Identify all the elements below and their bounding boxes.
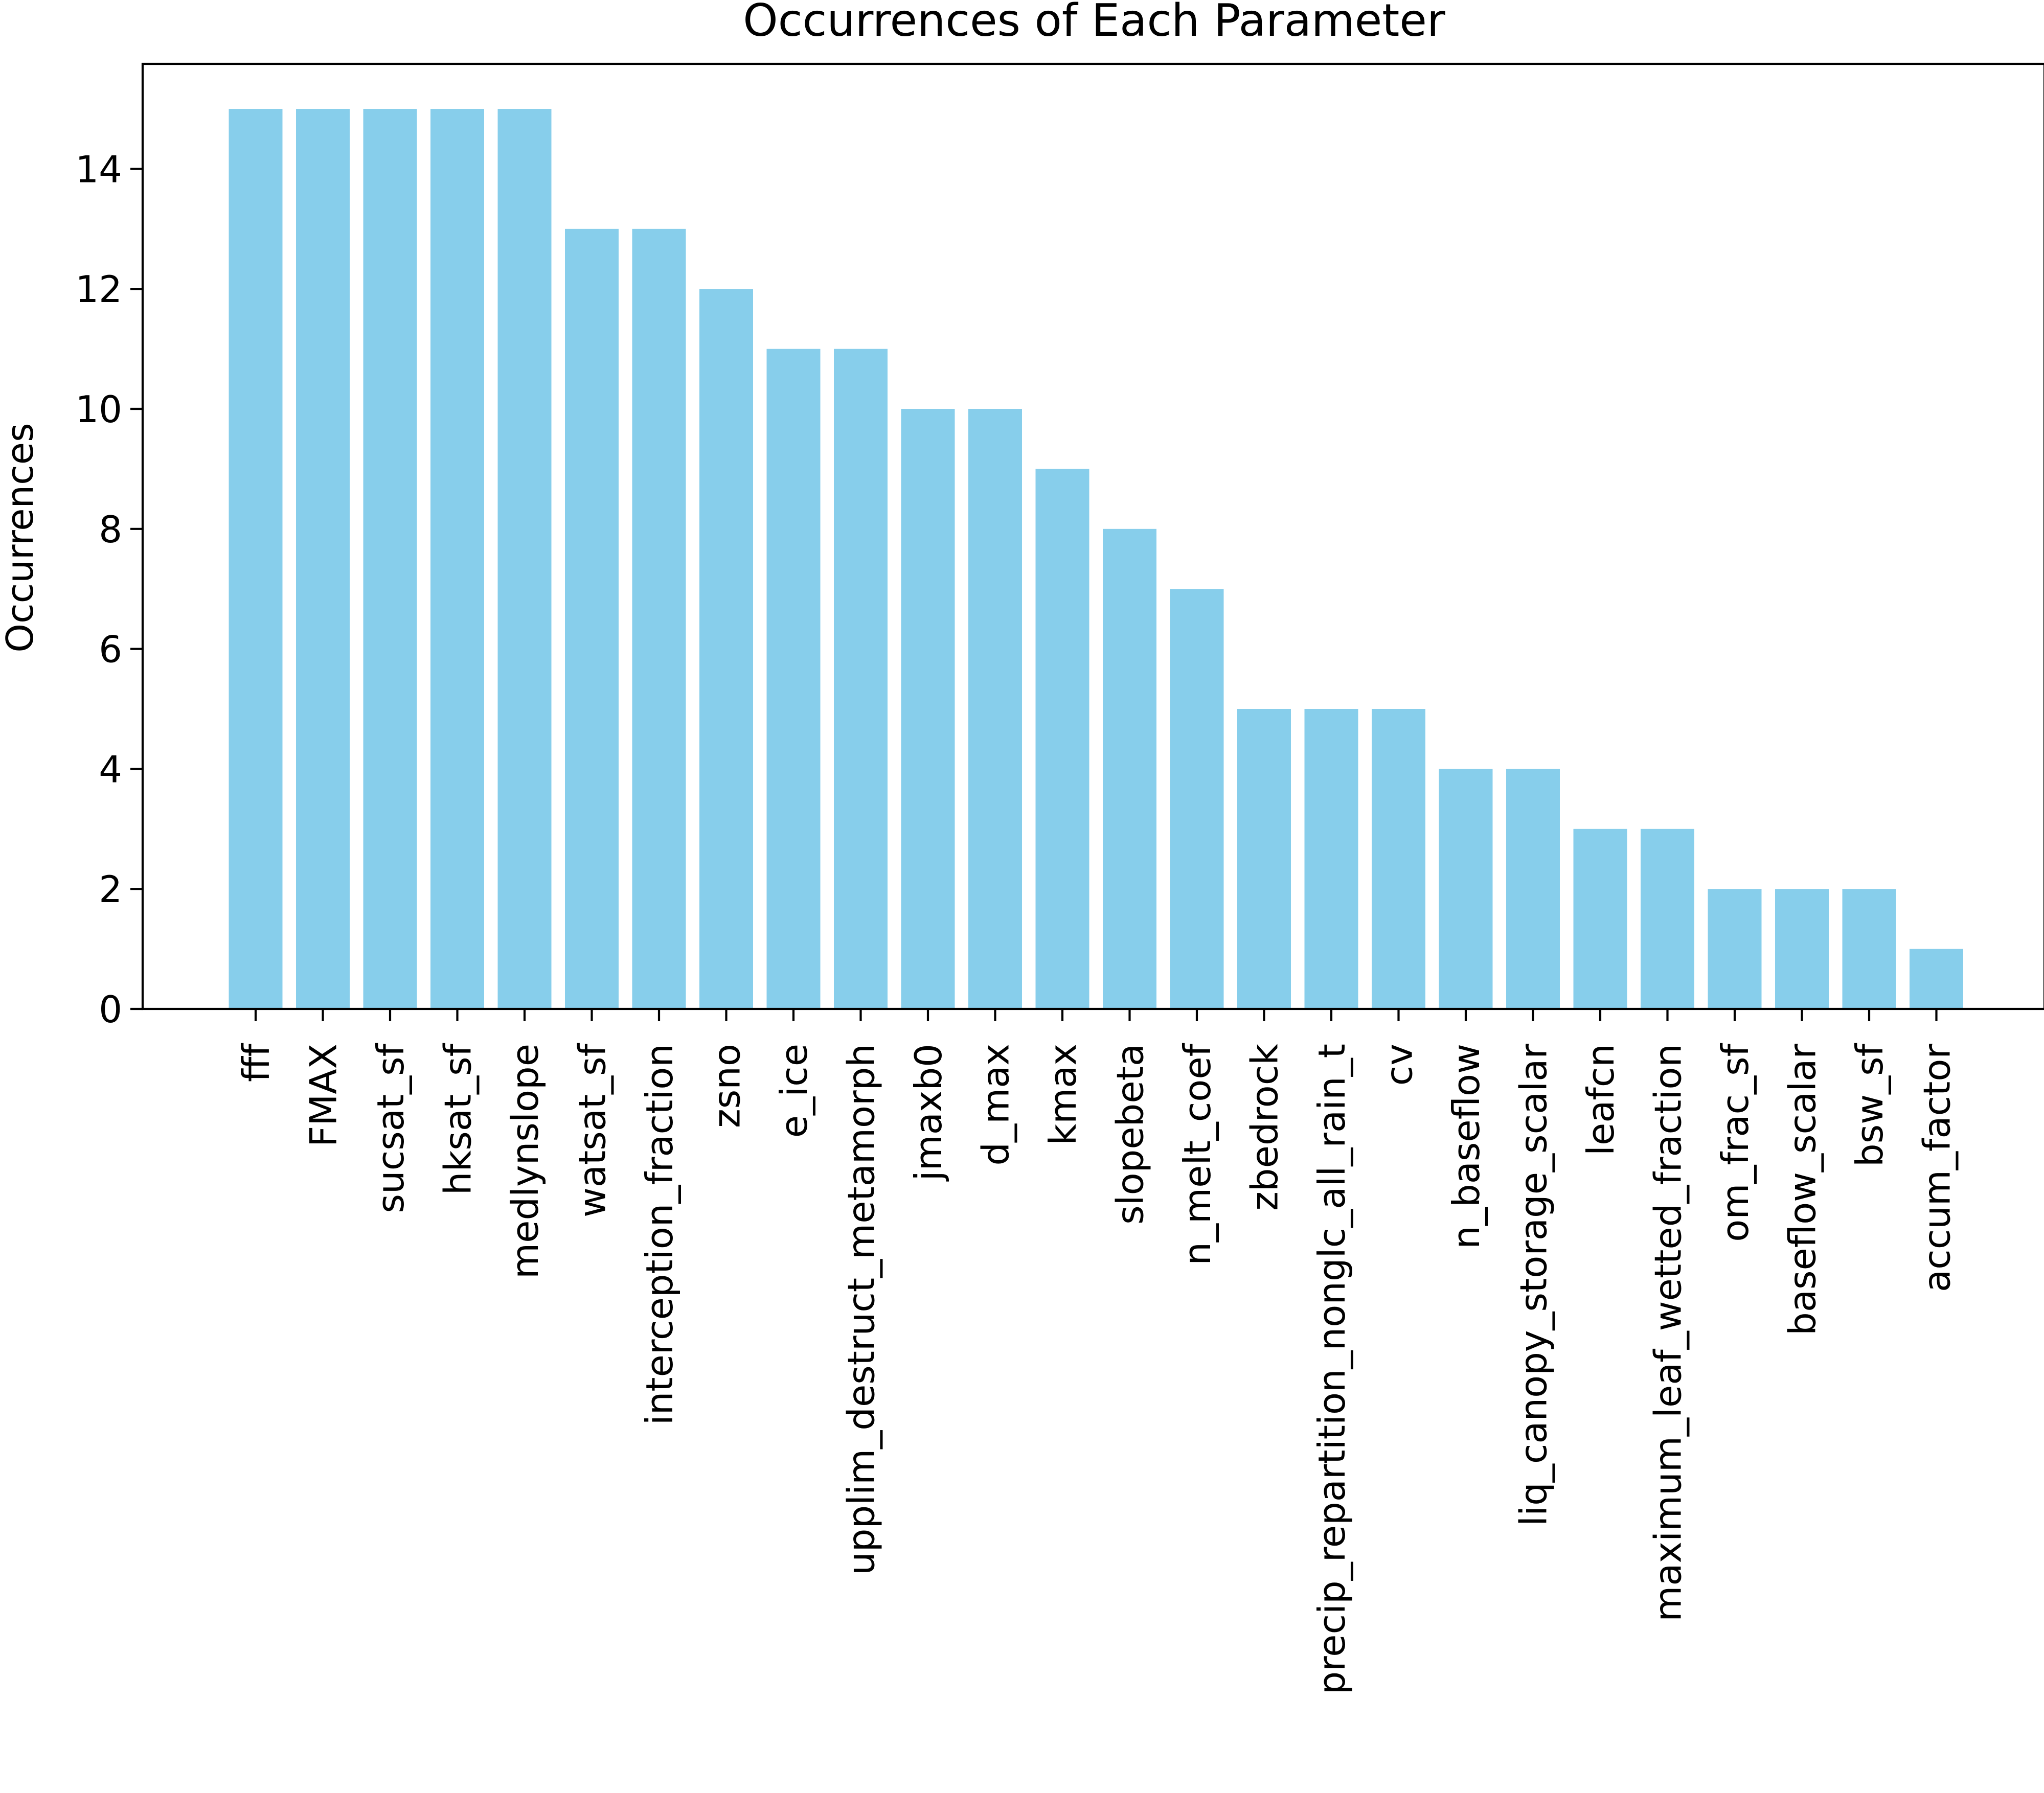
bar-liq_canopy_storage_scalar [1506,769,1560,1009]
x-tick-label: FMAX [302,1044,345,1147]
x-axis-ticks: fff FMAX sucsat_sf hksat_sf medlynslope watsa… [235,1009,1959,1695]
bar-e_ice [766,349,821,1009]
y-tick-label: 0 [99,988,122,1031]
x-tick-label: cv [1378,1044,1421,1086]
bar-baseflow_scalar [1775,889,1829,1009]
bar-d_max [968,409,1022,1009]
plot-area-frame [141,62,2044,1010]
x-tick-label: accum_factor [1916,1044,1959,1292]
bar-interception_fraction [632,228,686,1009]
bar-maximum_leaf_wetted_fraction [1641,829,1694,1009]
y-tick-label: 6 [99,628,122,671]
x-tick-label: zbedrock [1243,1044,1286,1211]
y-tick-label: 4 [99,748,122,791]
bar-zbedrock [1237,709,1291,1009]
bar-FMAX [296,109,350,1009]
bar-watsat_sf [565,228,619,1009]
x-tick-label: baseflow_scalar [1781,1044,1824,1336]
bar-leafcn [1573,829,1627,1009]
x-tick-label: zsno [706,1044,748,1128]
x-tick-label: e_ice [773,1044,815,1138]
x-tick-label: leafcn [1579,1044,1622,1156]
bar-precip_repartition_nonglc_all_rain_t [1304,709,1358,1009]
y-tick-label: 12 [75,268,122,311]
chart-title: Occurrences of Each Parameter [743,0,1445,47]
y-tick-label: 8 [99,508,122,551]
x-tick-label: n_baseflow [1445,1044,1488,1249]
bar-jmaxb0 [901,409,955,1009]
bar-zsno [699,289,753,1009]
x-tick-label: interception_fraction [638,1044,681,1425]
bar-bsw_sf [1842,889,1896,1009]
bar-fff [229,109,283,1009]
y-tick-label: 2 [99,868,122,911]
x-tick-label: liq_canopy_storage_scalar [1512,1044,1555,1526]
y-axis-ticks: 0 2 4 6 8 10 12 14 [75,148,143,1031]
x-tick-label: watsat_sf [571,1043,614,1217]
x-tick-label: bsw_sf [1848,1043,1891,1167]
x-tick-label: n_melt_coef [1176,1043,1219,1265]
y-axis-label: Occurrences [0,423,41,652]
bar-sucsat_sf [363,109,417,1009]
x-tick-label: kmax [1041,1044,1084,1145]
bar-slopebeta [1103,528,1156,1009]
bar-n_melt_coef [1170,589,1224,1009]
x-tick-label: upplim_destruct_metamorph [840,1044,883,1575]
x-tick-label: slopebeta [1109,1044,1152,1225]
bar-hksat_sf [430,109,484,1009]
x-tick-label: sucsat_sf [369,1043,412,1213]
x-tick-label: medlynslope [504,1044,547,1279]
x-tick-label: fff [235,1043,278,1082]
y-tick-label: 14 [75,148,122,191]
x-tick-label: d_max [974,1044,1017,1166]
x-tick-label: maximum_leaf_wetted_fraction [1647,1044,1690,1622]
bar-cv [1372,709,1425,1009]
bar-accum_factor [1910,949,1963,1009]
x-tick-label: precip_repartition_nonglc_all_rain_t [1310,1044,1353,1695]
x-tick-label: om_frac_sf [1714,1043,1757,1242]
bars-group [229,109,1963,1009]
x-tick-label: hksat_sf [437,1043,480,1195]
y-tick-label: 10 [75,388,122,431]
bar-kmax [1035,469,1089,1009]
x-tick-label: jmaxb0 [907,1044,950,1182]
bar-medlynslope [497,109,552,1009]
bar-upplim_destruct_metamorph [834,349,888,1009]
bar-n_baseflow [1439,769,1493,1009]
bar-om_frac_sf [1708,889,1762,1009]
